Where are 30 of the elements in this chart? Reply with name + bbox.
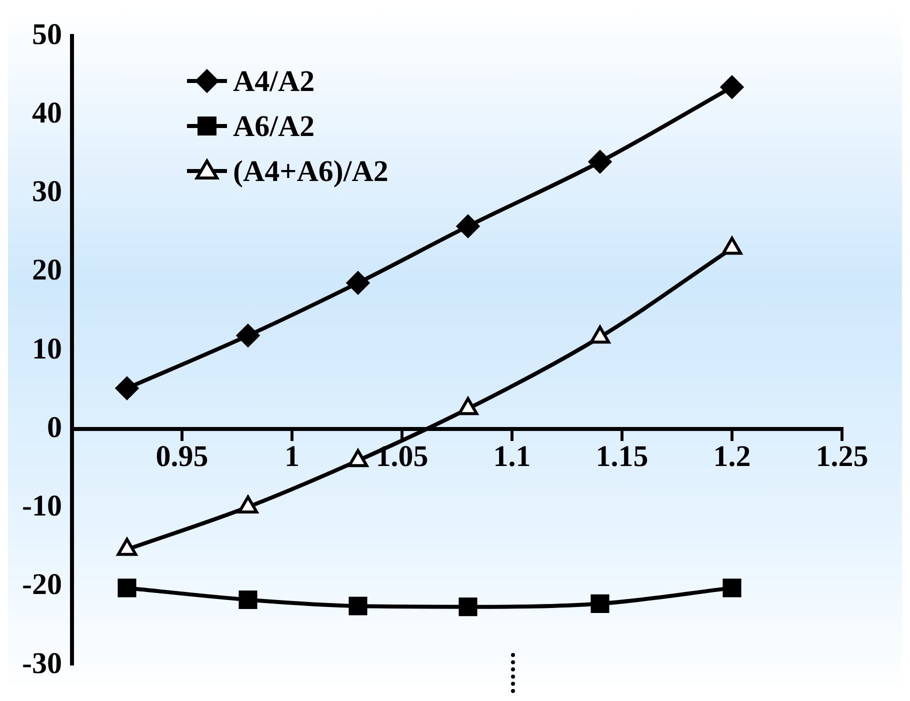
x-tick-label: 0.95 — [156, 440, 208, 473]
y-tick-label: 30 — [32, 175, 62, 208]
y-tick-label: -30 — [22, 646, 62, 680]
x-tick-label: 1.2 — [713, 440, 751, 473]
point — [238, 590, 258, 610]
x-tick-label: 1.15 — [596, 440, 648, 473]
x-tick-label: 1 — [284, 440, 300, 473]
x-tick-label: 1.25 — [816, 440, 868, 473]
point — [722, 578, 742, 598]
y-tick-label: 20 — [32, 254, 62, 287]
point — [115, 376, 138, 400]
point — [118, 578, 136, 598]
point — [346, 271, 370, 294]
point — [348, 596, 368, 616]
point — [588, 150, 612, 174]
y-tick-label: 50 — [32, 18, 62, 51]
legend-label: A6/A2 — [232, 110, 315, 143]
y-tick-label: 40 — [32, 96, 62, 130]
point — [720, 76, 744, 99]
y-tick-label: 0 — [46, 410, 62, 444]
y-tick-label: -20 — [22, 568, 62, 602]
point — [236, 324, 260, 348]
legend-label: A4/A2 — [232, 64, 315, 98]
y-tick-label: 10 — [32, 332, 62, 366]
point — [590, 594, 610, 613]
point — [456, 214, 480, 238]
x-tick-label: 1.1 — [493, 440, 531, 473]
y-tick-label: -10 — [22, 490, 62, 522]
point — [458, 598, 478, 616]
legend-label: (A4+A6)/A2 — [232, 154, 388, 188]
